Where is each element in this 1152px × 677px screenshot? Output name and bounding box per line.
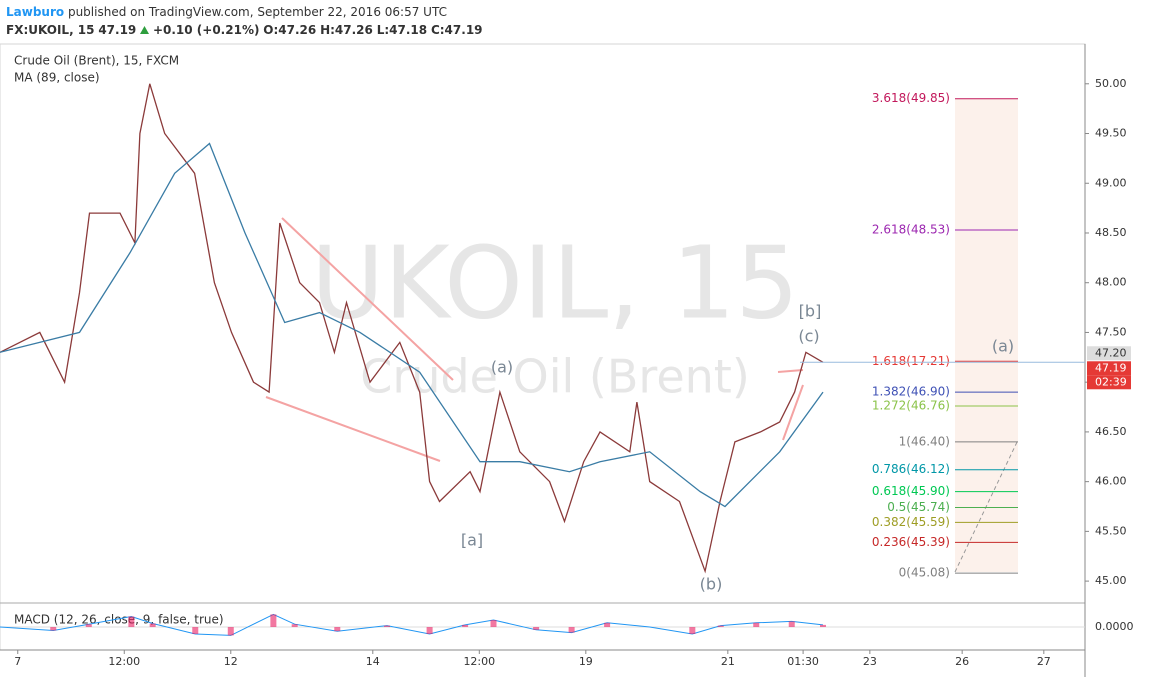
- y-tick-label: 45.50: [1095, 524, 1127, 537]
- macd-bar: [85, 624, 92, 627]
- macd-bar: [128, 616, 135, 627]
- macd-bar: [270, 614, 277, 627]
- fib-label: 3.618(49.85): [872, 91, 950, 105]
- x-tick-label: 19: [579, 655, 593, 668]
- x-tick-label: 14: [366, 655, 380, 668]
- x-tick-label: 21: [721, 655, 735, 668]
- y-tick-label: 49.50: [1095, 127, 1127, 140]
- plot-frame: [0, 43, 1086, 651]
- fib-label: 1.618(17.21): [872, 354, 950, 368]
- macd-bar: [149, 623, 156, 627]
- y-tick-label: 46.00: [1095, 475, 1127, 488]
- macd-bar: [819, 624, 826, 627]
- fib-diagonal: [954, 439, 1019, 573]
- x-tick-label: 12: [224, 655, 238, 668]
- macd-bar: [533, 627, 540, 630]
- fib-label: 0.618(45.90): [872, 484, 950, 498]
- trendline: [777, 369, 804, 373]
- series-line: [0, 83, 824, 574]
- subtitle: MA (89, close): [14, 71, 100, 85]
- high: H:47.26: [320, 23, 373, 37]
- macd-bar: [334, 627, 341, 632]
- macd-bar: [689, 627, 696, 634]
- x-tick-label: 23: [863, 655, 877, 668]
- macd-bar: [604, 622, 611, 627]
- fib-label: 0.236(45.39): [872, 535, 950, 549]
- macd-bar: [462, 624, 469, 627]
- y-tick-label: 45.00: [1095, 574, 1127, 587]
- y-tick-label: 48.50: [1095, 226, 1127, 239]
- macd-bar: [227, 627, 234, 636]
- fib-label: 0.5(45.74): [887, 500, 950, 514]
- price-box: [1087, 346, 1131, 361]
- x-tick-label: 12:00: [108, 655, 140, 668]
- trendline: [281, 217, 454, 381]
- last: 47.19: [98, 23, 137, 37]
- y-tick-label: 50.00: [1095, 77, 1127, 90]
- author[interactable]: Lawburo: [6, 5, 65, 19]
- y-tick-label: 49.00: [1095, 176, 1127, 189]
- fib-label: 0.786(46.12): [872, 462, 950, 476]
- change: +0.10 (+0.21%): [152, 23, 260, 37]
- wave-label: [a]: [461, 531, 483, 550]
- published: published on TradingView.com, September …: [67, 5, 447, 19]
- macd-bar: [50, 627, 57, 631]
- macd-bar: [717, 625, 724, 627]
- fib-label: 1(46.40): [899, 434, 950, 448]
- watermark: UKOIL, 15: [311, 224, 799, 341]
- last-price-label: 47.19: [1095, 361, 1127, 374]
- macd-bar: [426, 627, 433, 634]
- wave-label: [b]: [799, 302, 822, 321]
- countdown: 02:39: [1095, 375, 1127, 388]
- wave-label: (a): [992, 337, 1014, 356]
- fib-label: 2.618(48.53): [872, 222, 950, 236]
- macd-bar: [192, 627, 199, 634]
- wave-label: (a): [491, 358, 513, 377]
- macd-tick-label: 0.0000: [1095, 620, 1134, 633]
- header: Lawburo published on TradingView.com, Se…: [6, 3, 483, 39]
- x-tick-label: 27: [1037, 655, 1051, 668]
- fib-label: 1.272(46.76): [872, 399, 950, 413]
- wave-label: (b): [700, 575, 723, 594]
- fib-label: 0(45.08): [899, 566, 950, 580]
- low: L:47.18: [376, 23, 428, 37]
- fib-zone: [955, 99, 1018, 572]
- trendline: [265, 396, 441, 462]
- up-arrow: [140, 26, 150, 34]
- price-box-label: 47.20: [1095, 346, 1127, 359]
- macd-bar: [788, 621, 795, 627]
- x-tick-label: 26: [955, 655, 969, 668]
- x-tick-label: 01:30: [787, 655, 819, 668]
- fib-label: 1.382(46.90): [872, 385, 950, 399]
- macd-bar: [291, 624, 298, 627]
- x-tick-label: 7: [14, 655, 21, 668]
- y-tick-label: 47.50: [1095, 325, 1127, 338]
- close: C:47.19: [430, 23, 483, 37]
- chart-title: Crude Oil (Brent), 15, FXCM: [14, 54, 179, 68]
- wave-label: (c): [798, 327, 819, 346]
- macd-bar: [383, 625, 390, 627]
- macd-bar: [490, 620, 497, 627]
- trendlines: [265, 217, 804, 462]
- publish-line: Lawburo published on TradingView.com, Se…: [6, 3, 483, 21]
- y-tick-label: 46.50: [1095, 425, 1127, 438]
- series-line: [0, 142, 824, 508]
- symbol: FX:UKOIL, 15: [6, 23, 95, 37]
- macd-title: MACD (12, 26, close, 9, false, true): [14, 613, 224, 627]
- watermark: Crude Oil (Brent): [360, 350, 750, 404]
- countdown-box: [1087, 375, 1131, 390]
- macd-bar: [753, 622, 760, 627]
- quote-line: FX:UKOIL, 15 47.19 +0.10 (+0.21%) O:47.2…: [6, 21, 483, 39]
- trendline: [782, 384, 804, 441]
- fib-label: 0.382(45.59): [872, 515, 950, 529]
- x-tick-label: 12:00: [463, 655, 495, 668]
- last-price-box: [1087, 361, 1131, 376]
- macd-bar: [568, 627, 575, 633]
- open: O:47.26: [263, 23, 317, 37]
- y-tick-label: 48.00: [1095, 276, 1127, 289]
